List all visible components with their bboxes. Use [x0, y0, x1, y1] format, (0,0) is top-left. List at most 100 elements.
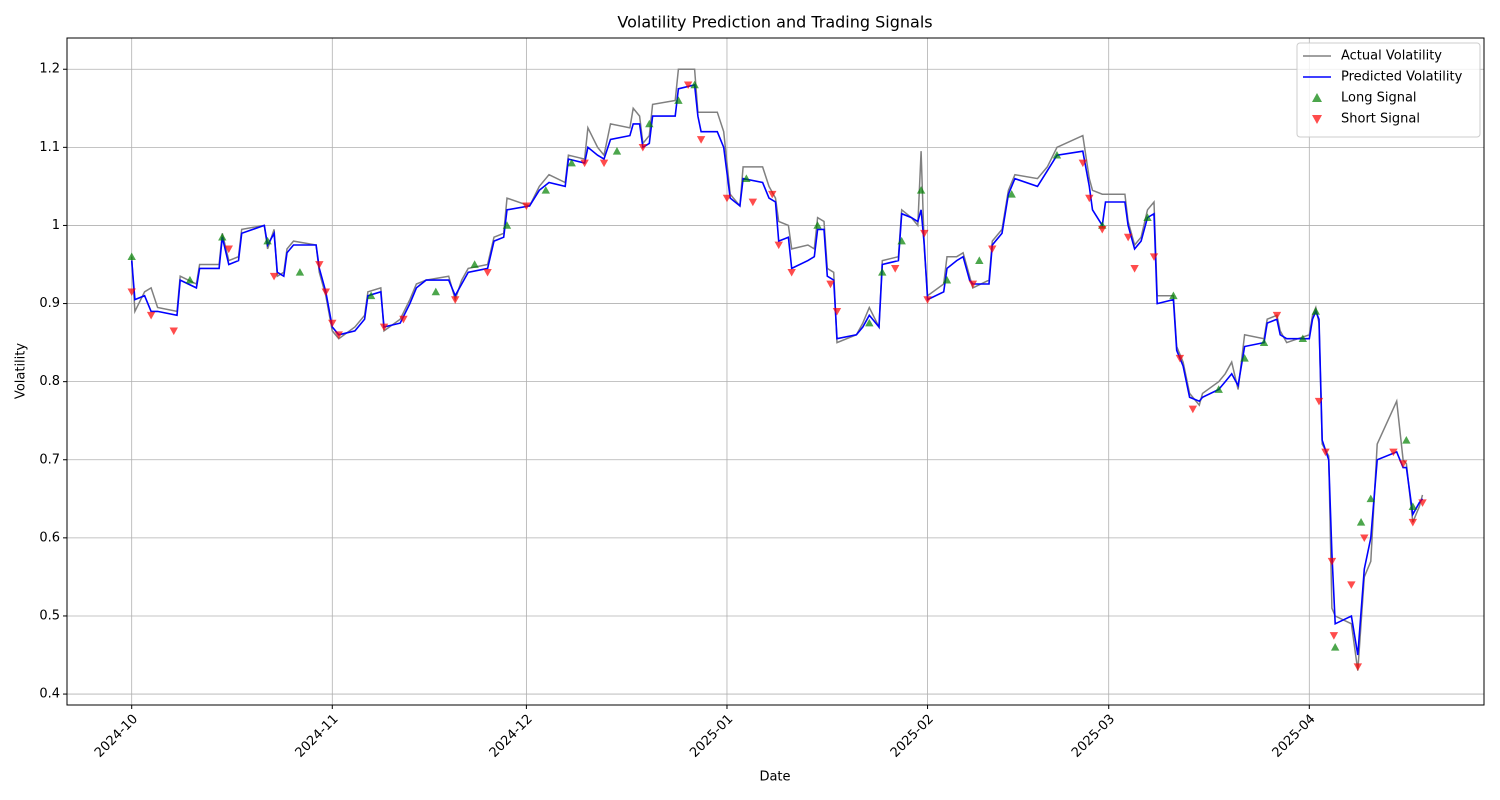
signal-marker [923, 296, 932, 304]
signal-marker [768, 190, 777, 199]
signal-marker [1347, 581, 1356, 589]
signal-marker [920, 229, 929, 238]
legend-box [1296, 42, 1481, 138]
signal-marker [146, 311, 156, 320]
signal-marker [975, 256, 984, 264]
signal-marker [366, 291, 376, 300]
signal-marker [1402, 436, 1411, 444]
signal-marker [580, 159, 589, 168]
signal-marker [1175, 354, 1185, 363]
y-tick-label: 0.5 [39, 608, 60, 623]
signal-marker [674, 96, 683, 104]
signal-marker [470, 260, 479, 268]
signal-marker [1143, 213, 1152, 221]
x-tick-label: 2025-03 [1069, 712, 1118, 761]
signal-marker [295, 268, 305, 276]
y-tick-label: 0.4 [39, 687, 60, 702]
signal-marker [1149, 253, 1159, 261]
signal-marker [1389, 448, 1398, 457]
signal-marker [1214, 385, 1223, 393]
signal-marker [321, 288, 331, 297]
signal-marker [1327, 557, 1337, 566]
signal-marker [127, 252, 136, 261]
signal-marker [1360, 534, 1369, 543]
signal-marker [1408, 502, 1418, 510]
signal-marker [1098, 225, 1107, 234]
signal-marker [742, 174, 751, 182]
signal-marker [379, 323, 389, 332]
x-axis-label: Date [759, 770, 790, 785]
series-line [130, 68, 1424, 671]
signal-marker [832, 308, 842, 316]
x-tick-label: 2024-11 [293, 712, 342, 761]
signal-marker [599, 159, 609, 168]
signal-marker [567, 158, 576, 167]
signal-marker [1418, 499, 1427, 507]
signal-marker [263, 236, 272, 245]
signal-marker [968, 280, 978, 289]
signal-marker [722, 194, 732, 203]
chart-title: Volatility Prediction and Trading Signal… [617, 13, 932, 32]
signal-marker [399, 315, 408, 324]
y-tick-label: 0.7 [39, 452, 60, 467]
signal-marker [891, 265, 900, 273]
signal-marker [1188, 405, 1198, 414]
x-tick-label: 2025-02 [888, 712, 937, 761]
signal-marker [826, 280, 835, 289]
signal-marker [1311, 307, 1320, 315]
signal-marker [638, 143, 648, 152]
signal-marker [1366, 494, 1375, 503]
signal-marker [1408, 518, 1418, 527]
signal-marker [1007, 190, 1016, 198]
signal-marker [612, 147, 622, 155]
signal-marker [813, 221, 822, 229]
legend-label: Long Signal [1341, 91, 1417, 106]
signal-marker [483, 268, 492, 277]
signal-marker [169, 327, 178, 336]
signal-marker [696, 136, 706, 144]
signal-marker [916, 186, 926, 194]
signal-marker [1052, 150, 1062, 159]
y-tick-label: 1.1 [39, 140, 60, 155]
signal-marker [224, 245, 233, 254]
y-tick-label: 0.9 [39, 296, 60, 311]
signal-marker [1353, 663, 1363, 671]
signal-marker [541, 186, 551, 194]
signal-marker [1123, 233, 1133, 242]
signal-marker [878, 268, 887, 276]
signal-marker [865, 318, 874, 327]
signal-marker [1329, 632, 1339, 640]
signal-marker [185, 275, 195, 284]
signal-marker [1356, 518, 1366, 526]
series-line [130, 83, 1424, 656]
signal-marker [1085, 194, 1094, 203]
signal-marker [1398, 460, 1408, 468]
signal-marker [1130, 265, 1139, 273]
signal-marker [787, 268, 796, 277]
signal-marker [774, 241, 783, 250]
legend-label: Predicted Volatility [1341, 70, 1463, 85]
signal-marker [315, 261, 324, 269]
y-axis-label: Volatility [14, 343, 29, 399]
signal-marker [1259, 338, 1269, 346]
signal-marker [897, 236, 906, 245]
signal-marker [645, 119, 654, 128]
signal-marker [127, 288, 136, 297]
y-tick-label: 1 [52, 218, 60, 233]
legend-label: Short Signal [1341, 112, 1420, 127]
signal-marker [451, 296, 460, 304]
signal-marker [748, 198, 758, 207]
legend: Actual Volatility Predicted Volatility Lon… [1296, 42, 1481, 138]
y-tick-label: 1.2 [39, 62, 60, 77]
signal-marker [1240, 354, 1249, 362]
y-tick-label: 0.6 [39, 530, 60, 545]
signal-marker [1321, 448, 1330, 457]
x-tick-label: 2024-10 [92, 712, 141, 761]
signal-marker [988, 245, 997, 254]
signal-marker [328, 319, 337, 328]
signal-marker [1078, 159, 1088, 168]
x-tick-label: 2025-04 [1270, 712, 1319, 761]
x-tick-label: 2024-12 [487, 712, 536, 761]
legend-marker [1312, 93, 1322, 102]
